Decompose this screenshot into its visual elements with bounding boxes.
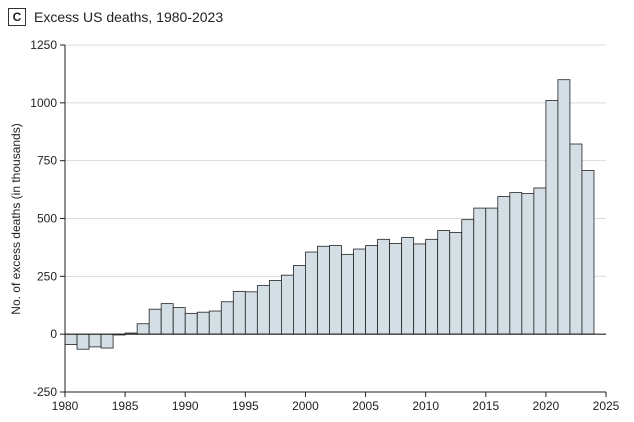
y-tick-label: 1000 bbox=[30, 96, 57, 110]
bar-1988 bbox=[160, 303, 174, 335]
bar-1993 bbox=[220, 301, 234, 335]
x-tick-label: 2025 bbox=[593, 399, 620, 413]
y-tick-label: 500 bbox=[37, 212, 57, 226]
y-tick-label: 0 bbox=[50, 327, 57, 341]
bar-2007 bbox=[389, 243, 403, 335]
bar-1987 bbox=[148, 308, 162, 335]
bar-2010 bbox=[425, 238, 439, 335]
bar-2001 bbox=[317, 245, 330, 335]
bar-1994 bbox=[232, 290, 246, 335]
x-tick-label: 1985 bbox=[112, 399, 139, 413]
bar-2022 bbox=[569, 143, 583, 335]
y-tick-label: -250 bbox=[33, 385, 57, 399]
chart-title: Excess US deaths, 1980-2023 bbox=[34, 9, 224, 25]
bar-1980 bbox=[64, 333, 78, 345]
bar-2008 bbox=[401, 237, 415, 335]
bar-2000 bbox=[305, 251, 318, 335]
bar-2023 bbox=[581, 169, 595, 335]
bar-2013 bbox=[461, 219, 475, 335]
bar-1989 bbox=[172, 307, 186, 335]
y-tick-label: 250 bbox=[37, 269, 57, 283]
y-tick-label: 1250 bbox=[30, 38, 57, 52]
bar-2021 bbox=[557, 79, 571, 335]
x-tick-label: 2000 bbox=[292, 399, 319, 413]
axes bbox=[60, 44, 607, 397]
bar-1986 bbox=[136, 323, 150, 335]
bar-2011 bbox=[437, 230, 451, 335]
x-tick-label: 1990 bbox=[172, 399, 199, 413]
bar-1998 bbox=[280, 274, 294, 335]
bar-1996 bbox=[256, 285, 270, 335]
bar-2005 bbox=[365, 245, 378, 335]
x-tick-label: 2015 bbox=[472, 399, 499, 413]
bar-2004 bbox=[353, 248, 366, 335]
bar-2019 bbox=[533, 187, 547, 335]
bar-1995 bbox=[244, 291, 258, 335]
bar-1992 bbox=[208, 310, 222, 335]
bar-1983 bbox=[100, 333, 114, 349]
bar-2012 bbox=[449, 231, 463, 335]
bar-2009 bbox=[413, 243, 427, 335]
bar-2014 bbox=[473, 207, 487, 335]
bar-2003 bbox=[341, 253, 354, 335]
bar-1997 bbox=[268, 280, 282, 335]
bar-2018 bbox=[521, 193, 535, 335]
bar-1999 bbox=[293, 265, 306, 335]
bar-2002 bbox=[329, 245, 342, 335]
x-tick-label: 1995 bbox=[232, 399, 259, 413]
bar-1982 bbox=[88, 333, 102, 348]
bar-2015 bbox=[485, 207, 499, 335]
tick-labels: -250 0 250 500 750 1000 1250 1980 1985 1990 1995 20… bbox=[30, 38, 619, 413]
y-axis-title: No. of excess deaths (in thousands) bbox=[9, 123, 23, 314]
panel-label: C bbox=[8, 8, 26, 26]
bar-2006 bbox=[377, 238, 391, 335]
x-tick-label: 2010 bbox=[412, 399, 439, 413]
y-tick-label: 750 bbox=[37, 154, 57, 168]
bar-1990 bbox=[184, 312, 198, 335]
bar-2016 bbox=[497, 196, 511, 335]
x-tick-label: 1980 bbox=[52, 399, 79, 413]
bar-1981 bbox=[76, 333, 90, 350]
bar-1991 bbox=[196, 311, 210, 335]
bar-2020 bbox=[545, 100, 559, 335]
bar-2017 bbox=[509, 192, 523, 335]
x-tick-label: 2005 bbox=[352, 399, 379, 413]
bars bbox=[64, 79, 595, 350]
x-tick-label: 2020 bbox=[533, 399, 560, 413]
